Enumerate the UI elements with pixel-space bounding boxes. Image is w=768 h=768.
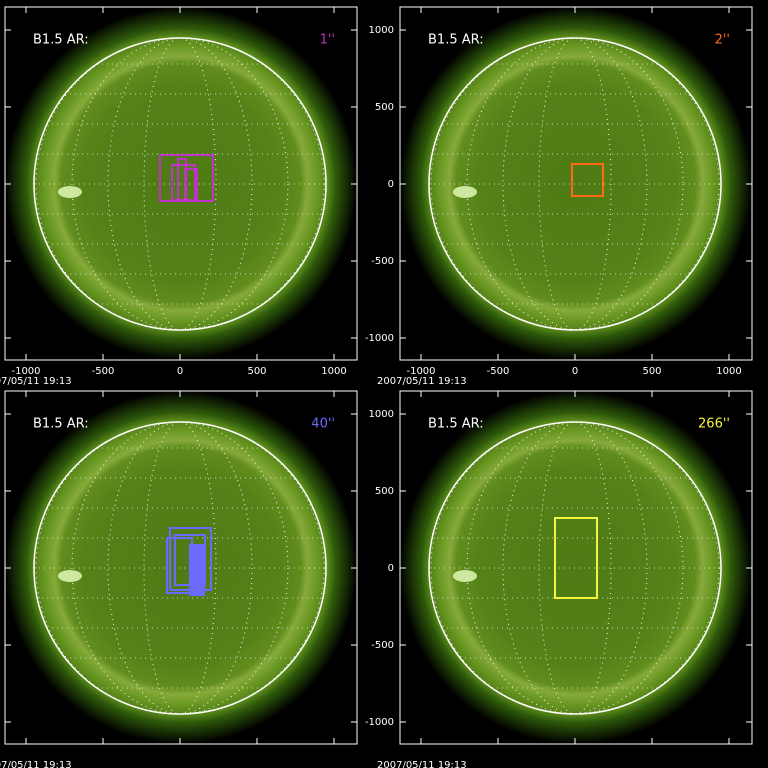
active-region — [453, 570, 477, 582]
panel: -1000 -500 0 500 1000 -1000 -500 0 500 1000 B1.5 A… — [365, 6, 753, 387]
x-tick-label: -1000 — [11, 366, 40, 377]
y-tick-label: 500 — [375, 102, 394, 113]
aperture-box — [189, 544, 205, 596]
limb — [428, 37, 722, 331]
x-tick-label: 500 — [642, 366, 661, 377]
y-tick-label: 1000 — [369, 25, 394, 36]
grid-dots — [107, 421, 253, 715]
panel: -1000 -500 0 500 1000 B1.5 AR: 266'' 2007/05/11… — [365, 390, 753, 768]
aperture-size: 266'' — [698, 417, 730, 432]
y-tick-label: -500 — [371, 256, 394, 267]
grid-dots — [107, 37, 253, 331]
active-region — [58, 570, 82, 582]
limb — [33, 421, 327, 715]
x-tick-label: 0 — [177, 366, 183, 377]
panel-label: B1.5 AR: — [33, 33, 89, 48]
timestamp: 2007/05/11 19:13 — [377, 760, 467, 768]
x-tick-label: 0 — [572, 366, 578, 377]
y-tick-label: 500 — [375, 486, 394, 497]
aperture-size: 1'' — [320, 33, 335, 48]
aperture-box — [554, 517, 598, 599]
x-tick-label: -500 — [92, 366, 115, 377]
active-region — [58, 186, 82, 198]
grid-dots — [430, 37, 720, 331]
y-tick-label: 0 — [388, 179, 394, 190]
active-region — [453, 186, 477, 198]
timestamp: 2007/05/11 19:13 — [377, 376, 467, 387]
timestamp: 2007/05/11 19:13 — [0, 376, 72, 387]
aperture-box — [184, 168, 198, 202]
y-tick-label: -1000 — [365, 717, 394, 728]
y-tick-label: -1000 — [365, 333, 394, 344]
x-tick-label: -1000 — [406, 366, 435, 377]
grid-dots — [538, 421, 612, 715]
panel-label: B1.5 AR: — [428, 417, 484, 432]
aperture-box — [166, 537, 193, 594]
grid-dots — [35, 37, 325, 331]
grid-dots — [430, 421, 720, 715]
timestamp: 2007/05/11 19:13 — [0, 760, 72, 768]
aperture-box — [571, 163, 604, 197]
x-tick-label: 1000 — [716, 366, 741, 377]
grid-dots — [502, 37, 648, 331]
x-tick-label: 500 — [247, 366, 266, 377]
y-tick-label: -500 — [371, 640, 394, 651]
grid-dots — [143, 421, 217, 715]
grid-dots — [35, 421, 325, 715]
x-tick-label: -500 — [487, 366, 510, 377]
y-tick-label: 1000 — [369, 409, 394, 420]
grid-dots — [538, 37, 612, 331]
limb — [33, 37, 327, 331]
grid-dots — [143, 37, 217, 331]
y-tick-label: 0 — [388, 563, 394, 574]
grid-dots — [502, 421, 648, 715]
limb — [428, 421, 722, 715]
panel-label: B1.5 AR: — [428, 33, 484, 48]
aperture-size: 40'' — [311, 417, 335, 432]
aperture-size: 2'' — [715, 33, 730, 48]
x-tick-label: 1000 — [321, 366, 346, 377]
panel-label: B1.5 AR: — [33, 417, 89, 432]
